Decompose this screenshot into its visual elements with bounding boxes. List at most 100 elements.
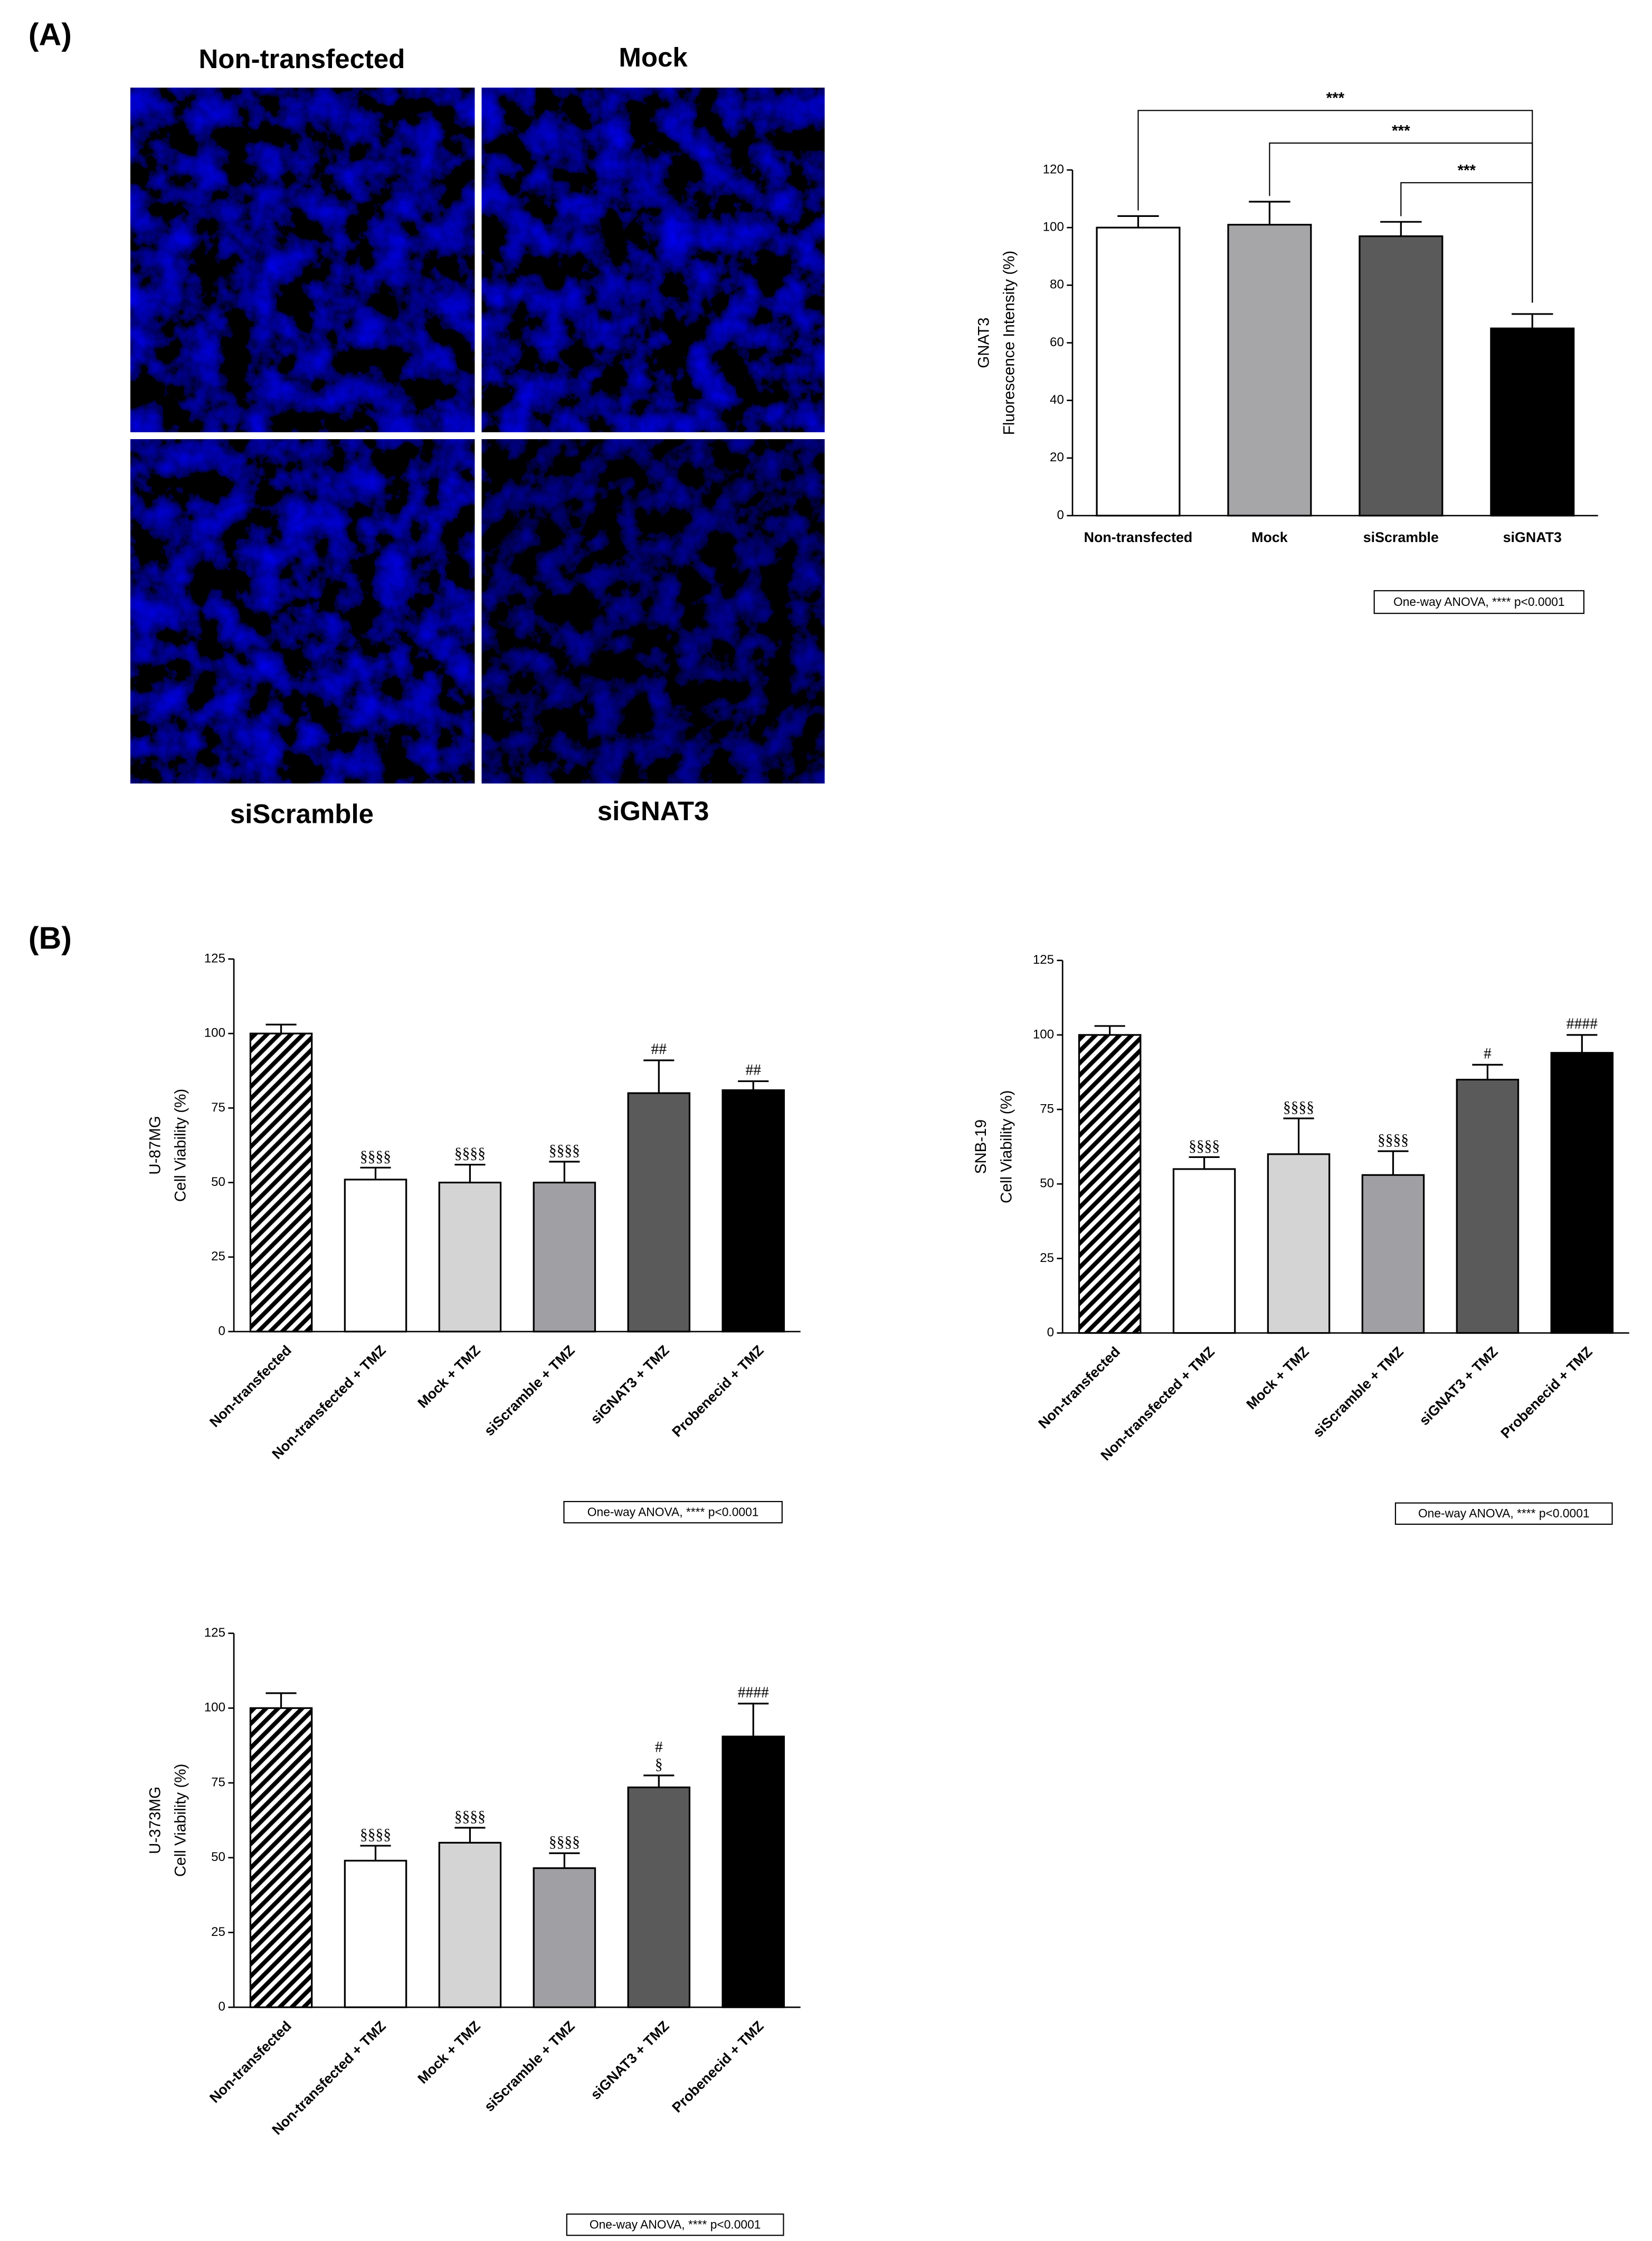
bar: [344, 1179, 407, 1333]
stats-note: One-way ANOVA, **** p<0.0001: [1418, 1506, 1590, 1520]
stats-note: One-way ANOVA, **** p<0.0001: [1393, 595, 1565, 609]
x-tick-label: siScramble + TMZ: [481, 2018, 578, 2114]
y-tick-label: 0: [1057, 508, 1064, 522]
significance-bracket: [1400, 182, 1533, 303]
bar: [533, 1181, 596, 1333]
y-tick-label: 20: [1050, 450, 1064, 464]
x-tick-label: siGNAT3 + TMZ: [587, 1342, 672, 1427]
significance-label: §§§§: [1283, 1099, 1314, 1116]
x-tick-label: Probenecid + TMZ: [669, 2018, 766, 2115]
x-tick-label: siGNAT3 + TMZ: [1416, 1344, 1501, 1429]
y-tick-label: 100: [1033, 1027, 1054, 1041]
bar: [1456, 1078, 1520, 1334]
significance-label: §§§§: [1189, 1137, 1220, 1154]
y-tick-label: 0: [1047, 1325, 1054, 1340]
stats-note-box: [1394, 1502, 1613, 1525]
y-tick-label: 25: [211, 1249, 225, 1264]
x-tick-label: Probenecid + TMZ: [1498, 1344, 1596, 1441]
y-tick-label: 50: [1040, 1176, 1054, 1191]
bar-chart: 0 25 50 75 100 125 SNB-19 Cell Viability (%) Non…: [972, 953, 1629, 1525]
bar: [1078, 1034, 1142, 1334]
bar: [1096, 226, 1181, 517]
micrograph-texture: [481, 88, 825, 432]
y-axis-label: Fluorescence Intensity (%): [1001, 251, 1018, 435]
x-tick-label: siScramble + TMZ: [1310, 1344, 1407, 1440]
bar: [1490, 327, 1575, 517]
y-tick-label: 80: [1050, 278, 1064, 292]
x-tick-label: Mock: [1251, 529, 1288, 545]
y-tick-label: 125: [204, 1626, 225, 1640]
y-tick-label: 125: [204, 951, 225, 965]
y-axis-label: Cell Viability (%): [998, 1090, 1015, 1203]
bar: [1361, 1174, 1425, 1334]
x-tick-label: siGNAT3 + TMZ: [587, 2018, 672, 2103]
y-tick-label: 100: [204, 1701, 225, 1715]
stats-note-box: [563, 1501, 783, 1524]
bar: [249, 1032, 313, 1333]
bar: [533, 1867, 596, 2008]
significance-label: #: [1484, 1045, 1492, 1062]
significance-label: §§§§: [360, 1148, 391, 1165]
y-tick-label: 100: [204, 1026, 225, 1040]
y-tick-label: 75: [1040, 1101, 1054, 1116]
stats-note-box: [566, 2213, 784, 2236]
micrograph-texture: [481, 439, 825, 784]
bar: [1359, 235, 1444, 517]
y-tick-label: 75: [211, 1775, 225, 1789]
significance-label: §§§§: [1378, 1132, 1409, 1148]
y-tick-label: 75: [211, 1100, 225, 1115]
y-tick-label: 40: [1050, 393, 1064, 407]
micrograph-label: Non-transfected: [198, 44, 405, 74]
y-tick-label: 0: [219, 2000, 225, 2014]
stats-note: One-way ANOVA, **** p<0.0001: [590, 2218, 761, 2231]
bar-chart: 0 25 50 75 100 125 U-87MG Cell Viability (%) Non…: [146, 951, 801, 1524]
bar: [438, 1841, 502, 2008]
micrograph-label: siGNAT3: [597, 796, 709, 826]
y-tick-label: 0: [219, 1324, 225, 1338]
significance-label: §: [655, 1756, 663, 1773]
panel-label: (B): [29, 921, 72, 956]
y-axis-label: Cell Viability (%): [172, 1089, 189, 1202]
significance-stars: ***: [1458, 162, 1476, 179]
x-tick-label: Mock + TMZ: [1243, 1344, 1312, 1412]
micrograph-texture: [130, 88, 475, 432]
bar: [1227, 224, 1312, 517]
bar: [438, 1181, 502, 1333]
bar-chart: 0 20 40 60 80 100 120 GNAT3 Fluorescence Intensi…: [975, 90, 1598, 614]
y-axis-label: Cell Viability (%): [172, 1764, 189, 1877]
significance-label: ##: [745, 1062, 761, 1079]
bar: [1267, 1153, 1331, 1334]
significance-label: §§§§: [360, 1826, 391, 1843]
significance-label: §§§§: [454, 1145, 486, 1162]
stats-note-box: [1373, 590, 1584, 614]
bar: [627, 1092, 691, 1333]
bar: [721, 1735, 785, 2008]
panel-label: (A): [29, 17, 72, 52]
x-tick-label: Non-transfected: [1084, 529, 1193, 545]
y-tick-label: 100: [1043, 220, 1064, 234]
x-tick-label: siScramble: [1363, 529, 1439, 545]
y-tick-label: 60: [1050, 335, 1064, 349]
y-axis-label: U-373MG: [146, 1787, 164, 1854]
significance-label: §§§§: [549, 1142, 580, 1159]
micrograph-texture: [130, 439, 475, 784]
bar-chart: 0 25 50 75 100 125 U-373MG Cell Viability (%) No…: [146, 1626, 801, 2236]
bar: [721, 1089, 785, 1333]
micrograph-grid: Non-transfected Mock siScramble siGNAT3: [130, 42, 825, 829]
x-tick-label: Probenecid + TMZ: [669, 1342, 766, 1440]
stats-note: One-way ANOVA, **** p<0.0001: [587, 1505, 759, 1518]
y-tick-label: 50: [211, 1175, 225, 1189]
x-tick-label: Mock + TMZ: [414, 2018, 483, 2086]
micrograph-label: siScramble: [230, 799, 374, 829]
significance-stars: ***: [1392, 122, 1410, 139]
y-axis-label: U-87MG: [146, 1116, 164, 1175]
y-tick-label: 120: [1043, 162, 1064, 176]
significance-label: ####: [1566, 1015, 1598, 1032]
bar: [1550, 1052, 1614, 1334]
x-tick-label: siGNAT3: [1503, 529, 1562, 545]
micrograph-label: Mock: [619, 42, 688, 72]
bar: [627, 1786, 691, 2008]
significance-stars: ***: [1326, 90, 1345, 107]
significance-label: ##: [651, 1041, 667, 1058]
